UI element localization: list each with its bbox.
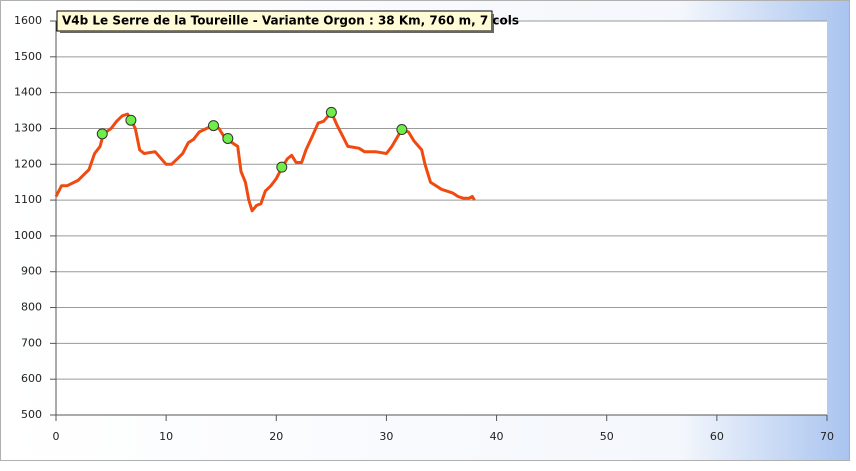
x-tick-label: 10: [159, 430, 173, 443]
col-marker: [125, 114, 137, 126]
col-marker: [325, 106, 337, 118]
x-tick-label: 0: [53, 430, 60, 443]
y-tick-label: 900: [21, 265, 42, 278]
title-shadow: [60, 31, 494, 33]
x-tick-label: 50: [600, 430, 614, 443]
col-marker: [276, 161, 288, 173]
plot-area: [56, 21, 827, 415]
y-tick-label: 1000: [14, 229, 42, 242]
data-layer: [54, 106, 476, 213]
y-tick-label: 1400: [14, 86, 42, 99]
chart-title: V4b Le Serre de la Toureille - Variante …: [62, 14, 519, 28]
col-marker: [96, 128, 108, 140]
y-tick-label: 600: [21, 372, 42, 385]
col-marker: [396, 124, 408, 136]
y-tick-label: 1500: [14, 50, 42, 63]
y-tick-label: 1200: [14, 157, 42, 170]
x-tick-label: 40: [490, 430, 504, 443]
y-tick-label: 1600: [14, 14, 42, 27]
x-tick-label: 70: [820, 430, 834, 443]
y-tick-label: 1300: [14, 121, 42, 134]
y-tick-label: 500: [21, 408, 42, 421]
x-tick-label: 60: [710, 430, 724, 443]
col-marker: [208, 120, 220, 132]
y-tick-label: 800: [21, 301, 42, 314]
x-tick-label: 20: [269, 430, 283, 443]
y-tick-label: 700: [21, 336, 42, 349]
col-marker: [222, 132, 234, 144]
y-tick-label: 1100: [14, 193, 42, 206]
title-shadow: [491, 14, 494, 33]
x-tick-label: 30: [379, 430, 393, 443]
